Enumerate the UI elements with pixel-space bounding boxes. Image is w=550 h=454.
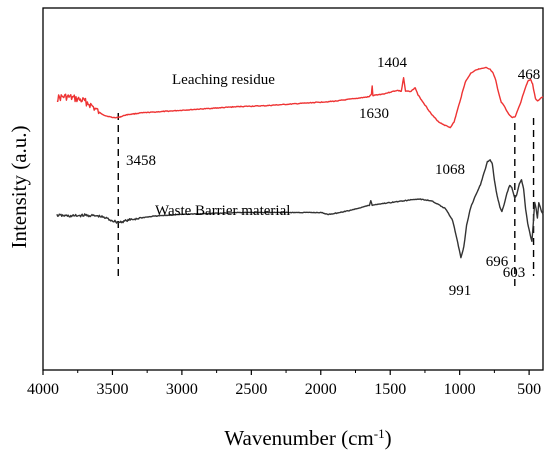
peak-label-1630: 1630	[359, 106, 389, 122]
peak-label-1068: 1068	[435, 162, 465, 178]
plot-area: 4000 3500 3000 2500 2000 1500 1000 500	[27, 7, 544, 398]
x-axis-label: Wavenumber (cm-1)	[224, 426, 391, 451]
series-label-waste-barrier-material: Waste Barrier material	[155, 203, 290, 219]
peak-label-1404: 1404	[377, 55, 408, 71]
peak-label-603: 603	[503, 265, 526, 281]
peak-label-3458: 3458	[126, 153, 156, 169]
series-line-1	[56, 159, 544, 259]
x-tick-label: 2000	[305, 381, 337, 398]
text-layer: Leaching residue Waste Barrier material …	[7, 55, 540, 450]
x-tick-label: 1500	[374, 381, 406, 398]
x-tick-label: 3500	[96, 381, 128, 398]
y-axis-label: Intensity (a.u.)	[7, 125, 31, 248]
series-label-leaching-residue: Leaching residue	[172, 72, 275, 88]
x-tick-label: 500	[517, 381, 541, 398]
x-tick-label: 4000	[27, 381, 59, 398]
series-line-0	[56, 66, 544, 129]
peak-label-696: 696	[486, 254, 509, 270]
plot-frame	[42, 7, 544, 371]
x-tick-label: 1000	[444, 381, 476, 398]
x-tick-label: 2500	[235, 381, 267, 398]
peak-label-468: 468	[518, 67, 541, 83]
peak-label-991: 991	[449, 283, 472, 299]
x-tick-label: 3000	[166, 381, 198, 398]
